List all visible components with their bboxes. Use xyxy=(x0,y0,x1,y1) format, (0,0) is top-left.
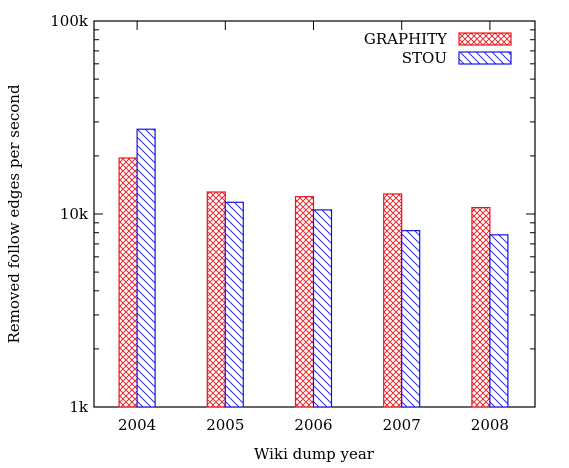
x-tick-label: 2007 xyxy=(383,416,421,434)
y-tick-label: 1k xyxy=(69,398,89,416)
bar-graphity-2007 xyxy=(383,193,403,408)
bar-stou-2004 xyxy=(136,128,156,408)
y-tick-label: 100k xyxy=(50,12,89,30)
x-tick-label: 2004 xyxy=(118,416,156,434)
bar-graphity-2008 xyxy=(471,206,491,408)
bar-graphity-2006 xyxy=(294,196,315,408)
legend-swatch-graphity xyxy=(458,32,512,46)
bar-stou-2008 xyxy=(489,234,509,408)
y-tick-label: 10k xyxy=(60,205,89,223)
bar-stou-2006 xyxy=(312,209,333,408)
y-axis-label: Removed follow edges per second xyxy=(5,84,23,343)
bar-stou-2007 xyxy=(401,230,421,408)
y-axis: 1k 10k 100k xyxy=(50,12,535,416)
legend-label-graphity: GRAPHITY xyxy=(364,30,448,48)
legend: GRAPHITY STOU xyxy=(364,30,512,67)
bar-stou-2005 xyxy=(224,201,244,408)
x-axis-label: Wiki dump year xyxy=(254,445,375,463)
legend-swatch-stou xyxy=(458,51,512,65)
x-tick-label: 2008 xyxy=(471,416,509,434)
legend-label-stou: STOU xyxy=(402,49,447,67)
x-tick-label: 2005 xyxy=(206,416,244,434)
bar-graphity-2004 xyxy=(118,157,138,408)
bars xyxy=(118,128,509,408)
bar-graphity-2005 xyxy=(206,191,226,408)
x-axis: 2004 2005 2006 2007 2008 xyxy=(118,21,509,434)
x-tick-label: 2006 xyxy=(294,416,332,434)
